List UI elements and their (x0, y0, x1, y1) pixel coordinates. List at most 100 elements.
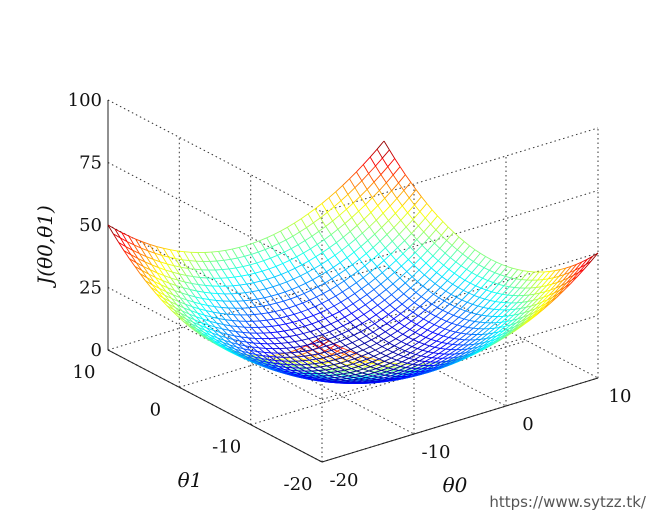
mesh-segment (309, 331, 316, 338)
mesh-segment (261, 338, 268, 345)
mesh-segment (321, 197, 330, 204)
mesh-segment (301, 351, 308, 355)
mesh-segment (472, 343, 480, 349)
mesh-segment (434, 342, 443, 348)
mesh-segment (387, 378, 395, 381)
mesh-segment (322, 331, 330, 335)
mesh-segment (194, 296, 201, 305)
mesh-segment (226, 313, 233, 321)
mesh-segment (477, 305, 484, 308)
mesh-segment (273, 369, 282, 373)
mesh-segment (333, 305, 340, 313)
mesh-segment (285, 358, 294, 363)
mesh-segment (215, 300, 222, 308)
mesh-segment (346, 303, 354, 309)
mesh-segment (440, 287, 447, 292)
mesh-segment (230, 257, 238, 260)
mesh-segment (383, 335, 391, 340)
mesh-segment (143, 265, 151, 271)
mesh-segment (193, 276, 200, 278)
mesh-segment (285, 239, 292, 249)
mesh-segment (490, 300, 496, 303)
mesh-segment (463, 289, 469, 294)
mesh-segment (439, 361, 447, 366)
mesh-segment (495, 316, 504, 324)
mesh-segment (510, 318, 518, 326)
mesh-segment (358, 363, 366, 368)
mesh-segment (353, 251, 360, 260)
mesh-segment (147, 250, 154, 260)
mesh-segment (479, 289, 487, 298)
mesh-segment (200, 303, 208, 306)
x-tick-label: -10 (422, 442, 451, 463)
mesh-segment (398, 174, 406, 184)
mesh-segment (410, 281, 418, 289)
mesh-segment (246, 282, 254, 285)
mesh-segment (257, 327, 264, 334)
mesh-segment (289, 371, 297, 374)
mesh-segment (396, 356, 404, 361)
mesh-segment (293, 222, 300, 233)
mesh-segment (348, 355, 355, 360)
mesh-segment (281, 342, 289, 344)
mesh-segment (482, 300, 491, 308)
mesh-segment (310, 248, 317, 258)
mesh-segment (337, 228, 344, 238)
mesh-segment (219, 312, 227, 315)
mesh-segment (459, 268, 467, 278)
mesh-segment (317, 379, 325, 382)
mesh-segment (137, 257, 145, 263)
mesh-segment (485, 343, 493, 349)
mesh-segment (413, 264, 420, 271)
mesh-segment (423, 361, 431, 366)
mesh-segment (437, 252, 446, 262)
mesh-segment (228, 329, 236, 332)
mesh-segment (280, 315, 288, 319)
mesh-segment (374, 369, 382, 374)
mesh-segment (329, 247, 336, 256)
mesh-segment (388, 364, 396, 369)
mesh-segment (292, 321, 299, 329)
mesh-segment (368, 368, 377, 372)
mesh-segment (362, 277, 369, 285)
mesh-segment (467, 301, 473, 305)
mesh-segment (337, 320, 344, 327)
mesh-segment (217, 293, 224, 302)
mesh-segment (489, 292, 498, 301)
mesh-segment (205, 329, 213, 334)
mesh-segment (269, 356, 277, 358)
mesh-segment (368, 165, 376, 174)
mesh-segment (251, 346, 258, 352)
mesh-segment (243, 326, 250, 334)
mesh-segment (185, 318, 194, 323)
mesh-segment (405, 219, 414, 228)
mesh-segment (380, 379, 388, 382)
mesh-segment (301, 264, 308, 273)
mesh-segment (355, 238, 362, 247)
mesh-segment (386, 318, 394, 324)
mesh-segment (427, 365, 435, 370)
mesh-segment (450, 294, 457, 298)
mesh-segment (270, 254, 278, 259)
mesh-segment (155, 293, 164, 299)
mesh-segment (237, 354, 245, 358)
mesh-segment (204, 314, 211, 322)
mesh-segment (298, 282, 306, 287)
mesh-segment (517, 269, 524, 272)
mesh-segment (347, 360, 354, 365)
mesh-segment (444, 252, 451, 259)
mesh-segment (311, 320, 319, 325)
mesh-segment (436, 264, 444, 273)
mesh-segment (385, 247, 392, 255)
mesh-segment (192, 276, 199, 285)
mesh-segment (336, 236, 344, 243)
mesh-segment (372, 361, 378, 365)
mesh-segment (357, 379, 365, 382)
mesh-segment (505, 267, 513, 277)
mesh-segment (365, 335, 372, 341)
mesh-segment (209, 320, 216, 328)
mesh-segment (300, 375, 308, 378)
mesh-segment (450, 330, 456, 333)
mesh-segment (184, 281, 192, 284)
mesh-segment (372, 294, 380, 301)
